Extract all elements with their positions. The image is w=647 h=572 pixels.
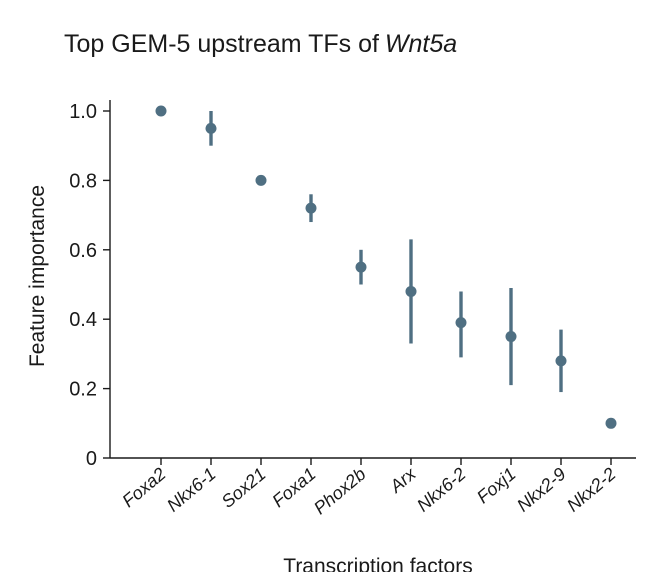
x-tick-label-nkx6-1: Nkx6-1	[163, 464, 220, 516]
y-tick-label-1: 0.2	[69, 379, 97, 401]
point-nkx2-2	[605, 417, 617, 429]
point-foxa2	[155, 105, 167, 117]
chart-title-main: Top GEM-5 upstream TFs of	[64, 30, 379, 58]
y-tick-label-0: 0	[86, 448, 97, 470]
y-ticks: 0 0.2 0.4 0.6 0.8 1.0	[69, 101, 110, 470]
point-nkx6-2	[455, 317, 467, 329]
point-foxa1	[305, 202, 317, 214]
x-tick-label-nkx6-2: Nkx6-2	[413, 464, 470, 516]
y-tick-label-5: 1.0	[69, 101, 97, 123]
x-axis-label: Transcription factors	[283, 555, 472, 572]
point-phox2b	[355, 261, 367, 273]
x-tick-label-nkx2-9: Nkx2-9	[513, 464, 570, 516]
y-tick-label-2: 0.4	[69, 309, 97, 331]
point-nkx2-9	[555, 355, 567, 367]
x-tick-label-sox21: Sox21	[218, 464, 270, 512]
y-tick-label-3: 0.6	[69, 240, 97, 262]
x-tick-label-nkx2-2: Nkx2-2	[563, 464, 620, 516]
chart-title: Top GEM-5 upstream TFs of Wnt5a	[64, 30, 457, 58]
y-tick-label-4: 0.8	[69, 170, 97, 192]
point-nkx6-1	[205, 122, 217, 134]
point-sox21	[255, 174, 267, 186]
error-bars	[209, 111, 563, 393]
point-arx	[405, 285, 417, 297]
x-tick-label-foxa2: Foxa2	[118, 464, 169, 511]
x-tick-label-phox2b: Phox2b	[310, 464, 370, 519]
chart-title-gene: Wnt5a	[385, 30, 457, 58]
y-axis-label: Feature importance	[26, 185, 49, 367]
point-foxj1	[505, 331, 517, 343]
data-points	[155, 105, 617, 429]
x-tick-label-arx: Arx	[385, 463, 420, 497]
